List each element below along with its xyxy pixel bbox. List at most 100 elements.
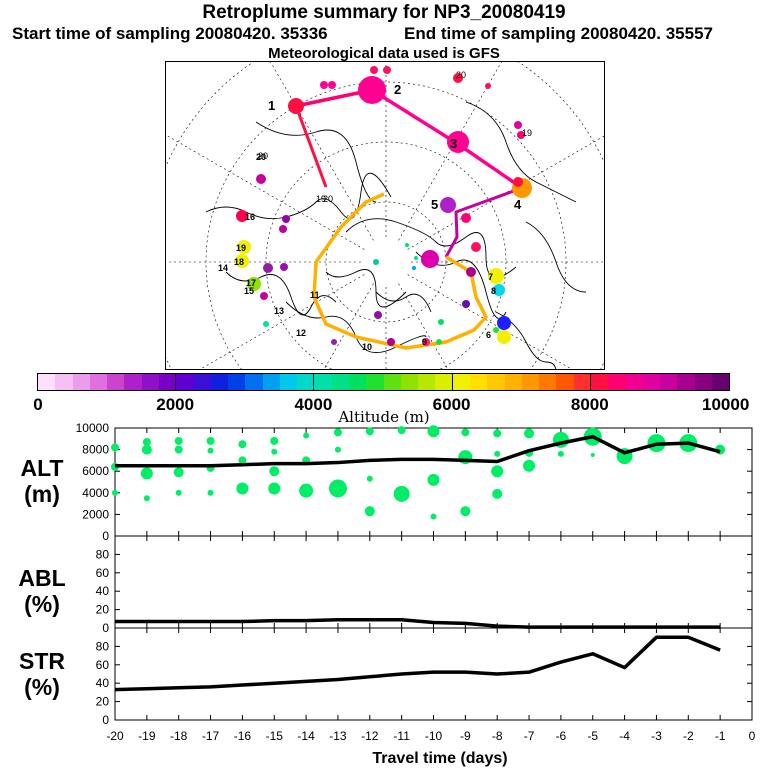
colorbar-swatch xyxy=(124,374,142,390)
altitude-point xyxy=(174,436,183,445)
x-tick-label: -5 xyxy=(587,729,598,743)
plume-blob xyxy=(436,339,442,345)
colorbar-swatch xyxy=(176,374,194,390)
colorbar-swatch xyxy=(573,374,591,390)
plume-blob xyxy=(280,263,288,271)
colorbar-swatch xyxy=(245,374,263,390)
colorbar-swatch xyxy=(262,374,280,390)
altitude-colorbar xyxy=(37,373,730,391)
trajectory-day-label: 14 xyxy=(218,263,228,273)
x-tick-label: -15 xyxy=(266,729,284,743)
x-tick-label: -16 xyxy=(234,729,252,743)
trajectory-day-label: 3 xyxy=(450,136,457,151)
time-series-charts: 0 2000 4000 6000 8000 10000 0 20 40 60 80 0 20 40 60 80… xyxy=(76,421,756,743)
altitude-point xyxy=(207,489,214,496)
y-tick-label: 80 xyxy=(96,639,110,653)
plume-blob xyxy=(236,210,248,222)
x-tick-label: -20 xyxy=(106,729,124,743)
colorbar-swatch xyxy=(521,374,540,390)
trajectory-day-label: 11 xyxy=(310,290,320,300)
trajectory-day-label: 19 xyxy=(522,128,532,138)
x-tick-label: -19 xyxy=(138,729,156,743)
plume-blob xyxy=(263,263,273,273)
y-tick-label: 60 xyxy=(96,566,110,580)
trajectory-day-label: 17 xyxy=(246,278,256,288)
met-data-note: Meteorological data used is GFS xyxy=(268,45,500,62)
y-tick-label: 20 xyxy=(96,695,110,709)
plume-blob xyxy=(387,338,395,346)
abl-label-text: ABL (%) xyxy=(18,565,66,617)
latitude-circle xyxy=(166,62,604,369)
x-tick-label: -18 xyxy=(170,729,188,743)
colorbar-label: Altitude (m) xyxy=(338,408,430,426)
colorbar-swatch xyxy=(279,374,298,390)
plume-blob xyxy=(466,267,476,277)
str-line xyxy=(114,635,721,692)
y-tick-label: 8000 xyxy=(82,443,109,457)
plume-blob xyxy=(421,250,439,268)
trajectory-segment xyxy=(371,88,459,146)
plume-blob xyxy=(405,243,409,247)
colorbar-swatch xyxy=(38,374,56,390)
trajectory-day-label: 4 xyxy=(514,197,522,212)
colorbar-swatch xyxy=(107,374,125,390)
plume-blob xyxy=(383,66,391,74)
x-tick-label: -1 xyxy=(715,729,726,743)
altitude-point xyxy=(112,489,118,496)
y-tick-label: 10000 xyxy=(76,421,110,435)
colorbar-swatch xyxy=(158,374,177,390)
coastline xyxy=(525,221,587,293)
altitude-point xyxy=(333,428,342,437)
alt-mean-line xyxy=(115,434,721,468)
plume-blob xyxy=(493,284,505,296)
altitude-point xyxy=(590,453,595,457)
polar-map: 1 2 3 4 5 6 7 8 9 10 11 12 13 14 15 16 17 18 19 20 19 20 20 20 1… xyxy=(165,61,605,370)
altitude-point xyxy=(238,440,247,449)
coastline xyxy=(325,269,407,308)
coastline xyxy=(255,121,377,203)
altitude-point xyxy=(366,475,373,482)
trajectory-day-label: 13 xyxy=(274,306,284,316)
plume-blob xyxy=(513,177,523,187)
trajectory-day-label: 7 xyxy=(488,272,493,282)
colorbar-swatch xyxy=(711,374,730,390)
altitude-point xyxy=(207,447,214,454)
y-tick-label: 0 xyxy=(102,713,109,727)
end-time: End time of sampling 20080420. 35557 xyxy=(404,24,713,43)
altitude-point xyxy=(175,489,182,496)
plume-blob xyxy=(412,266,416,270)
str-label-text: STR (%) xyxy=(19,648,65,700)
plume-blob xyxy=(328,81,336,89)
altitude-point xyxy=(268,482,281,495)
colorbar-swatch xyxy=(556,374,574,390)
plume-blob xyxy=(422,338,430,346)
colorbar-swatch xyxy=(435,374,453,390)
altitude-point xyxy=(397,426,406,435)
plume-blob xyxy=(497,330,511,344)
altitude-point xyxy=(430,513,437,520)
altitude-point xyxy=(111,443,119,452)
plume-blob xyxy=(358,76,386,104)
trajectory-day-label: 20 xyxy=(256,152,266,162)
plume-blob xyxy=(485,83,491,89)
meridian-line xyxy=(200,274,365,369)
trajectory-day-label: 6 xyxy=(486,330,491,340)
altitude-point xyxy=(365,427,374,436)
x-tick-label: -9 xyxy=(460,729,471,743)
plume-blob xyxy=(370,66,378,74)
meridian-line xyxy=(166,134,365,250)
colorbar-swatch xyxy=(210,374,229,390)
colorbar-swatch xyxy=(55,374,73,390)
plume-blob xyxy=(282,215,290,223)
start-time: Start time of sampling 20080420. 35336 xyxy=(12,24,328,43)
colorbar-tick-label: 2000 xyxy=(156,395,195,414)
altitude-point xyxy=(206,436,215,445)
altitude-point xyxy=(427,473,440,486)
colorbar-swatch xyxy=(193,374,211,390)
x-tick-label: -14 xyxy=(297,729,315,743)
colorbar-swatch xyxy=(470,374,488,390)
plume-blob xyxy=(497,316,511,330)
colorbar-swatch xyxy=(72,374,90,390)
plume-blob xyxy=(453,73,463,83)
coastline xyxy=(285,301,427,354)
